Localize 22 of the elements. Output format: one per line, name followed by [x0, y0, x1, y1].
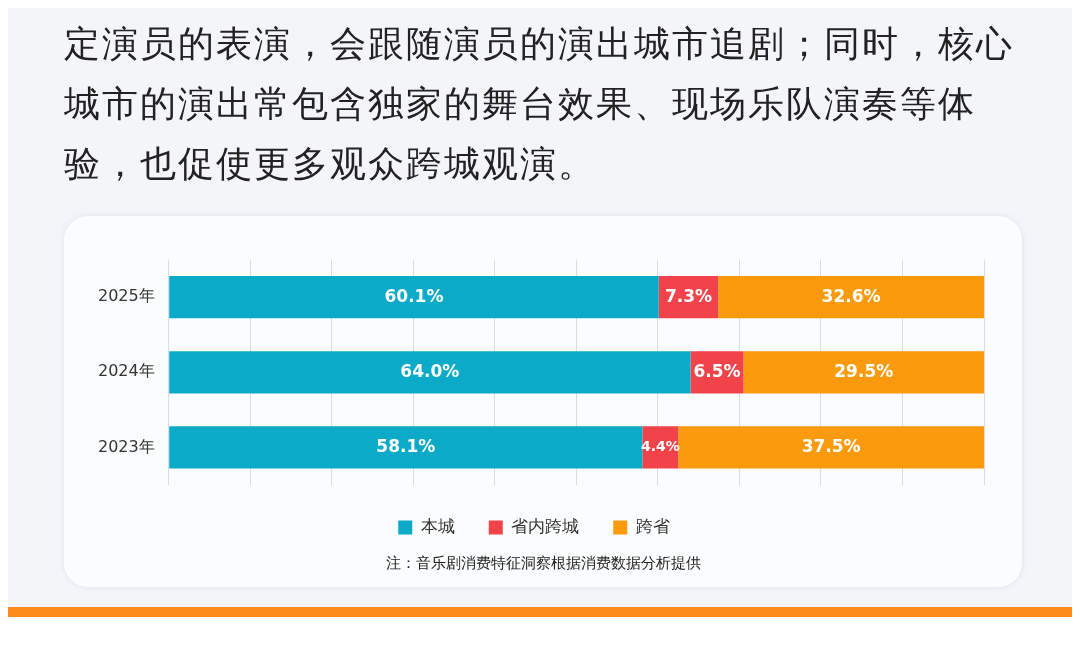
bar — [718, 276, 984, 319]
text: 注：音乐剧消费特征洞察根据消费数据分析提供 — [384, 554, 702, 573]
bar — [169, 426, 643, 469]
y-tick-label: 2025年 — [98, 286, 155, 306]
data-label: 58.1% — [376, 435, 436, 456]
legend-label: 省内跨城 — [511, 515, 580, 536]
data-label: 37.5% — [801, 435, 861, 456]
data-label: 7.3% — [664, 285, 713, 306]
legend-label: 跨省 — [635, 515, 670, 536]
y-tick-label: 2024年 — [98, 361, 155, 381]
data-label: 60.1% — [384, 285, 444, 306]
data-label: 6.5% — [693, 360, 741, 381]
data-label: 64.0% — [400, 360, 460, 381]
bar — [169, 276, 659, 319]
data-label: 32.6% — [821, 285, 881, 306]
data-label: 29.5% — [834, 360, 894, 381]
legend-label: 本城 — [420, 515, 455, 536]
bar — [678, 426, 984, 469]
y-tick-label: 2023年 — [98, 436, 155, 456]
bar — [169, 351, 691, 394]
text: 定演员的表演，会跟随演员的演出城市追剧；同时，核心城市的演出常包含独家的舞台效果、现场乐队演奏等体验，也促使更多观众跨城观演。 — [64, 22, 1015, 186]
bar — [743, 351, 984, 394]
